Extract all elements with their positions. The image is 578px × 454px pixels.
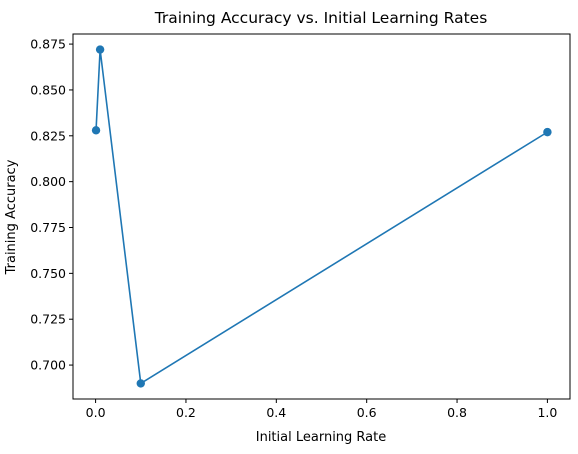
plot-frame: [72, 33, 571, 400]
x-tick-label: 0.4: [266, 405, 286, 420]
x-tick-label: 0.6: [357, 405, 377, 420]
x-tick-label: 0.2: [176, 405, 196, 420]
y-tick-label: 0.825: [30, 128, 66, 143]
y-axis: 0.700 0.725 0.750 0.775 0.800 0.825 0.850 0.875: [30, 37, 73, 373]
x-axis-label: Initial Learning Rate: [256, 430, 386, 445]
series-line: [95, 49, 548, 385]
chart-title: Training Accuracy vs. Initial Learning R…: [154, 9, 488, 27]
series-layer: [91, 45, 552, 388]
data-point: [95, 45, 105, 54]
x-axis: 0.0 0.2 0.4 0.6 0.8 1.0: [86, 399, 557, 420]
x-tick-label: 0.8: [447, 405, 467, 420]
data-point: [543, 127, 552, 137]
y-tick-label: 0.875: [30, 37, 66, 52]
x-tick-label: 0.0: [86, 405, 106, 420]
y-tick-label: 0.725: [30, 312, 66, 327]
x-tick-label: 1.0: [537, 405, 557, 420]
y-axis-label: Training Accuracy: [4, 159, 19, 275]
data-point: [91, 126, 101, 135]
y-tick-label: 0.800: [30, 174, 66, 189]
y-tick-label: 0.850: [30, 82, 66, 97]
plot-area: [72, 33, 571, 400]
data-point: [136, 379, 145, 388]
y-tick-label: 0.775: [30, 220, 66, 235]
y-tick-label: 0.750: [30, 266, 66, 281]
y-tick-label: 0.700: [30, 358, 66, 373]
